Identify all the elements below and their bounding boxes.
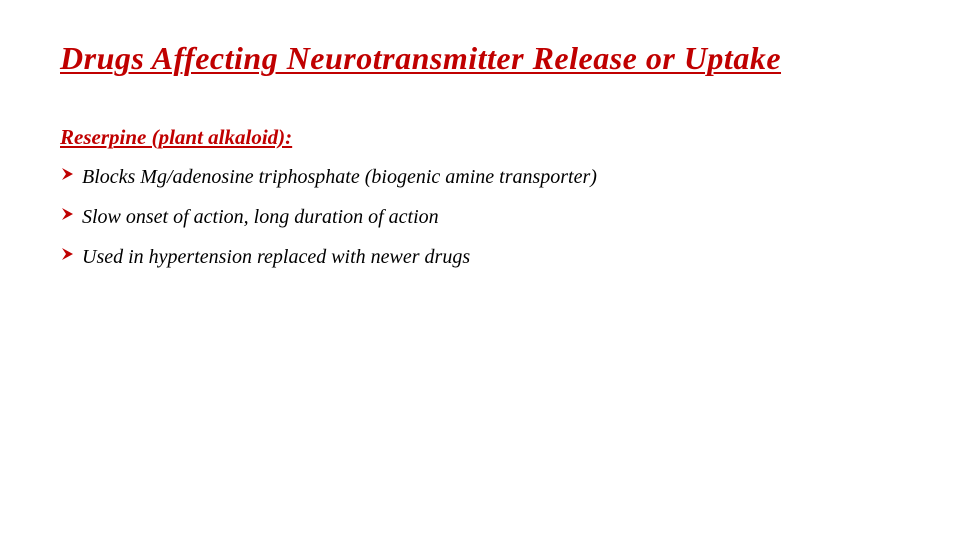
bullet-text: Blocks Mg/adenosine triphosphate (biogen… <box>82 164 900 190</box>
bullet-list: Blocks Mg/adenosine triphosphate (biogen… <box>60 164 900 270</box>
list-item: Used in hypertension replaced with newer… <box>60 244 900 270</box>
slide-subtitle: Reserpine (plant alkaloid): <box>60 125 900 150</box>
list-item: Blocks Mg/adenosine triphosphate (biogen… <box>60 164 900 190</box>
bullet-text: Slow onset of action, long duration of a… <box>82 204 900 230</box>
chevron-right-icon <box>60 166 78 184</box>
chevron-right-icon <box>60 206 78 224</box>
chevron-right-icon <box>60 246 78 264</box>
slide-title: Drugs Affecting Neurotransmitter Release… <box>60 40 900 77</box>
list-item: Slow onset of action, long duration of a… <box>60 204 900 230</box>
bullet-text: Used in hypertension replaced with newer… <box>82 244 900 270</box>
